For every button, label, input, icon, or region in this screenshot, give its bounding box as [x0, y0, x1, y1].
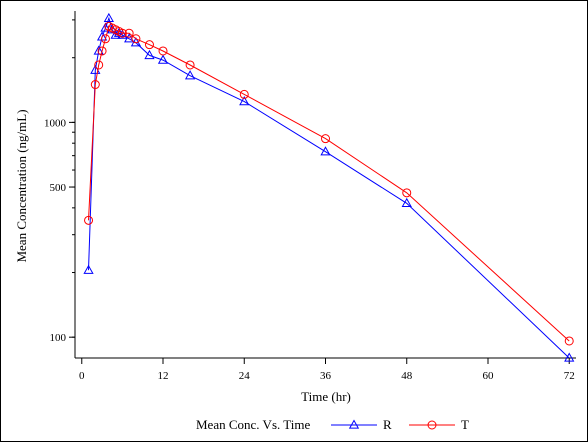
- x-tick-label: 12: [158, 370, 169, 382]
- legend-title: Mean Conc. Vs. Time: [196, 417, 310, 432]
- data-point: [117, 29, 128, 39]
- data-point: [117, 28, 127, 38]
- data-point: [321, 134, 330, 144]
- legend-item-R: R: [331, 417, 392, 432]
- x-tick-label: 36: [320, 370, 332, 382]
- data-point: [94, 60, 104, 70]
- data-point: [320, 146, 331, 156]
- legend-marker: [348, 419, 360, 429]
- data-point: [83, 264, 94, 274]
- series-R: [83, 12, 575, 362]
- data-point: [239, 89, 249, 99]
- data-point: [158, 46, 168, 56]
- data-point: [103, 12, 114, 22]
- data-point: [402, 188, 412, 198]
- data-point: [131, 34, 141, 44]
- data-point: [100, 22, 111, 32]
- data-point: [184, 70, 196, 80]
- data-point: [564, 336, 574, 346]
- series-line-R: [88, 16, 570, 359]
- x-tick-label: 48: [401, 370, 413, 382]
- x-axis-title: Time (hr): [301, 389, 351, 404]
- data-point: [185, 60, 195, 70]
- legend-label: T: [461, 417, 469, 432]
- data-point: [401, 197, 412, 207]
- data-point: [124, 28, 134, 38]
- data-point: [84, 215, 94, 225]
- legend-marker: [427, 420, 437, 430]
- legend-item-T: T: [409, 417, 469, 432]
- data-point: [144, 49, 155, 60]
- x-ticks: 0 12 24 36 48 60 72: [79, 358, 575, 382]
- x-tick-label: 0: [79, 370, 85, 382]
- data-point: [110, 29, 121, 39]
- data-point: [97, 46, 107, 56]
- y-tick-label: 500: [50, 182, 67, 194]
- data-point: [144, 40, 154, 50]
- plot-area: 0 12 24 36 48 60 72 100 500 1000: [44, 11, 576, 382]
- data-point: [239, 96, 250, 106]
- series-line-T: [88, 25, 570, 342]
- y-tick-label: 100: [50, 332, 67, 344]
- data-point: [564, 352, 575, 362]
- data-point: [93, 45, 104, 55]
- data-point: [100, 34, 110, 44]
- data-point: [124, 33, 135, 43]
- x-tick-label: 60: [482, 370, 494, 382]
- data-point: [90, 80, 100, 90]
- series-layer: [83, 12, 575, 362]
- y-tick-label: 1000: [44, 117, 67, 129]
- y-axis-title: Mean Concentration (ng/mL): [14, 109, 29, 262]
- x-tick-label: 24: [239, 370, 251, 382]
- series-T: [84, 21, 574, 346]
- legend-label: R: [383, 417, 392, 432]
- data-point: [157, 54, 169, 64]
- x-tick-label: 72: [564, 370, 575, 382]
- y-ticks: 100 500 1000: [44, 19, 75, 344]
